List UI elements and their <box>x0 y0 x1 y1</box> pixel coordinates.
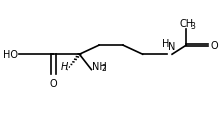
Text: CH: CH <box>179 19 193 29</box>
Text: NH: NH <box>93 61 107 71</box>
Text: HO: HO <box>3 50 18 60</box>
Text: H: H <box>162 39 170 49</box>
Text: 3: 3 <box>190 22 195 31</box>
Text: O: O <box>210 40 218 50</box>
Text: N: N <box>168 42 175 52</box>
Text: O: O <box>50 78 57 88</box>
Text: H: H <box>61 61 69 71</box>
Text: 2: 2 <box>102 64 106 73</box>
